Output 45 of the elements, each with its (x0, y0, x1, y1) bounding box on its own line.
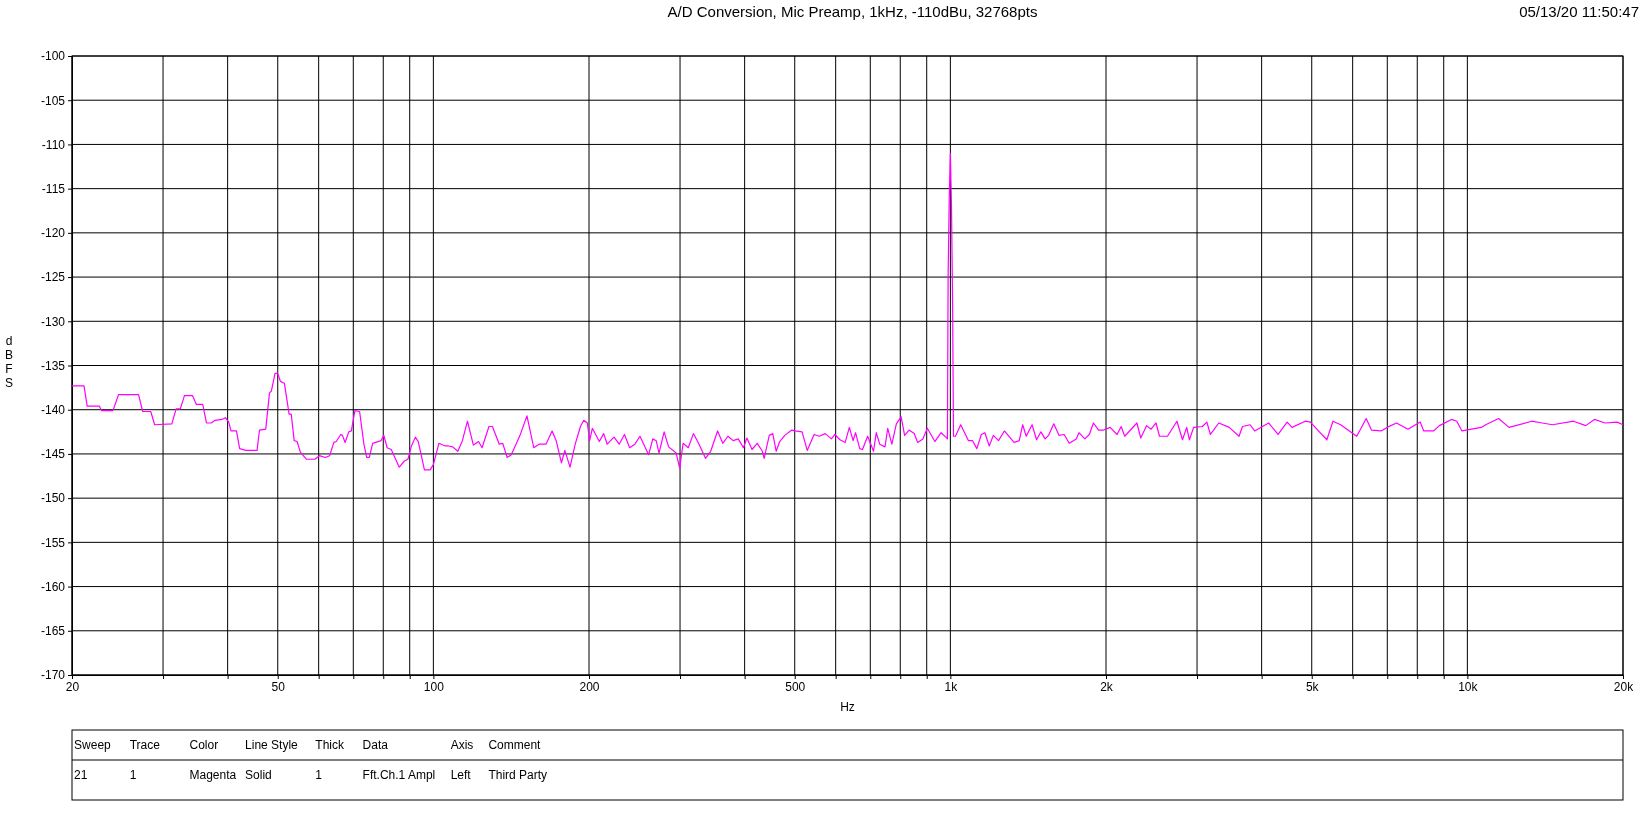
x-tick-label: 2k (1100, 679, 1114, 694)
y-tick-label: -145 (40, 447, 66, 462)
y-axis-title: dBFS (4, 334, 14, 390)
x-tick-label: 100 (423, 679, 445, 694)
text: Data (362, 738, 389, 752)
chart-title: A/D Conversion, Mic Preamp, 1kHz, -110dBu, 32768pts (667, 3, 1038, 20)
y-tick-label: -100 (40, 49, 66, 64)
text: Thick (315, 738, 346, 752)
y-tick-label: -165 (40, 624, 66, 639)
text: Color (189, 738, 219, 752)
x-tick-label: 1k (944, 679, 959, 694)
x-axis-title: Hz (840, 700, 855, 714)
text: Left (450, 768, 472, 782)
y-tick-label: -160 (40, 579, 66, 594)
y-tick-label: -120 (40, 226, 66, 241)
text: Magenta (189, 768, 237, 782)
y-tick-label: -150 (40, 491, 66, 506)
y-tick-label: -170 (40, 668, 66, 683)
y-tick-label: -105 (40, 93, 66, 108)
text: Solid (245, 768, 272, 782)
text: Sweep (74, 738, 112, 752)
y-tick-label: -110 (41, 137, 66, 152)
text: 05/13/20 11:50:47 (1519, 3, 1639, 20)
text: Third Party (488, 768, 548, 782)
text: Trace (129, 738, 161, 752)
text: Axis (450, 738, 474, 752)
y-tick-label: -115 (41, 181, 66, 196)
text: 1 (129, 768, 137, 782)
x-tick-label: 50 (271, 679, 286, 694)
y-tick-label: -135 (40, 358, 66, 373)
text: Comment (488, 738, 542, 752)
y-tick-label: -140 (40, 403, 66, 418)
y-tick-label: -130 (40, 314, 66, 329)
x-tick-label: 200 (579, 679, 600, 694)
y-tick-label: -155 (40, 535, 66, 550)
y-tick-label: -125 (40, 270, 66, 285)
text: 1 (315, 768, 323, 782)
text: 21 (74, 768, 88, 782)
x-tick-label: 10k (1458, 679, 1479, 694)
x-tick-label: 20 (65, 679, 80, 694)
x-tick-label: 20k (1613, 679, 1635, 694)
text: Fft.Ch.1 Ampl (362, 768, 436, 782)
x-tick-label: 500 (785, 679, 806, 694)
x-tick-label: 5k (1305, 679, 1320, 694)
text: Line Style (245, 738, 299, 752)
